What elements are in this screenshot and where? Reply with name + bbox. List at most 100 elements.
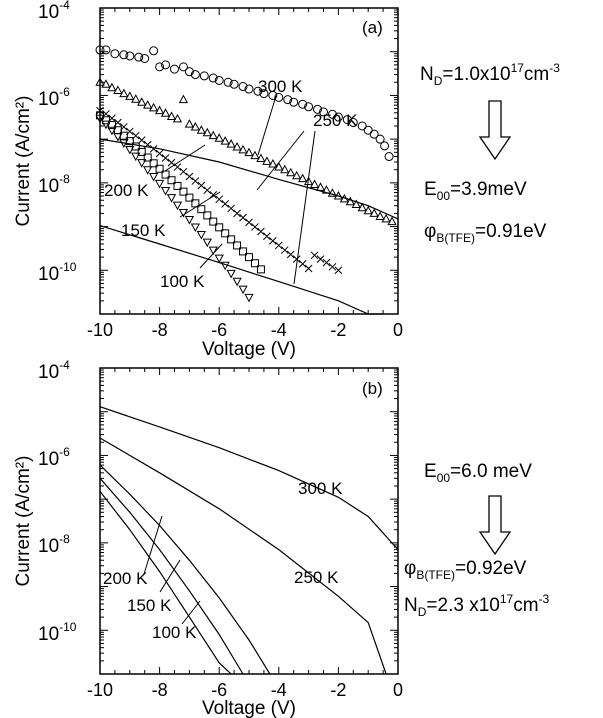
leader-250k-a-1: [256, 130, 305, 191]
marker-200k: [215, 195, 224, 204]
series-label-100k-a: 100 K: [160, 272, 205, 291]
tick-marks-b: [99, 368, 399, 675]
marker-300k: [178, 62, 188, 72]
y-tick-label-a-0: 10-4: [38, 0, 70, 23]
marker-200k: [280, 246, 289, 254]
panel-b: (b) 300 K 250 K 200 K 150 K 100 K 10-4 1…: [13, 358, 550, 718]
marker-250k: [256, 153, 266, 163]
marker-300k: [363, 125, 373, 135]
arrow-down-icon: [478, 495, 512, 556]
marker-150k: [101, 116, 110, 125]
leader-250k-a-2: [293, 130, 316, 285]
marker-300k: [244, 84, 254, 94]
marker-100k: [154, 179, 165, 189]
marker-250k: [148, 102, 159, 112]
fit-lines-a: [99, 138, 399, 315]
marker-200k: [161, 154, 170, 162]
marker-300k: [375, 134, 385, 144]
marker-200k: [185, 172, 194, 181]
marker-100k: [101, 120, 111, 130]
marker-250k: [166, 111, 177, 120]
marker-300k: [101, 45, 111, 55]
x-tick-label-a-4: -2: [330, 320, 346, 340]
marker-250k: [381, 213, 391, 223]
marker-150k: [137, 147, 146, 156]
panel-label-b: (b): [362, 379, 383, 398]
marker-200k: [328, 262, 337, 271]
marker-250k: [333, 190, 344, 200]
marker-200k: [233, 209, 241, 218]
marker-100k: [107, 126, 117, 136]
marker-250k: [113, 85, 123, 94]
marker-200k: [203, 186, 212, 195]
marker-250k: [131, 94, 141, 103]
marker-200k: [316, 255, 325, 263]
marker-100k: [113, 132, 123, 142]
marker-250k: [274, 161, 284, 171]
marker-100k: [208, 246, 218, 256]
series-label-250k-a: 250 K: [313, 111, 358, 130]
x-tick-label-a-0: -10: [87, 320, 113, 340]
label-leaders-a: [164, 95, 316, 285]
marker-100k: [172, 201, 183, 211]
marker-200k: [263, 232, 271, 241]
marker-200k: [137, 136, 146, 144]
marker-300k: [313, 104, 323, 114]
marker-100k: [148, 172, 159, 182]
y-tick-label-a-1: 10-6: [38, 85, 70, 110]
series-label-300k-b: 300 K: [298, 479, 343, 498]
tick-marks-a: [99, 8, 399, 315]
x-tick-label-b-5: 0: [393, 680, 403, 700]
marker-100k: [131, 152, 141, 162]
marker-250k: [119, 88, 129, 98]
x-tick-label-b-1: -8: [152, 680, 168, 700]
marker-100k: [178, 208, 189, 218]
marker-300k: [110, 49, 120, 59]
marker-250k: [154, 105, 165, 115]
x-tick-label-b-3: -4: [271, 680, 287, 700]
marker-300k: [380, 141, 390, 151]
x-tick-label-b-0: -10: [87, 680, 113, 700]
marker-300k: [283, 95, 293, 105]
marker-150k: [227, 235, 236, 244]
marker-150k: [233, 241, 242, 250]
marker-250k: [172, 113, 183, 123]
marker-250k: [369, 208, 379, 217]
label-leaders-b: [143, 515, 201, 625]
marker-200k: [179, 167, 188, 176]
marker-150k: [149, 159, 158, 168]
marker-200k: [245, 218, 253, 227]
marker-150k: [256, 265, 265, 274]
y-tick-label-a-3: 10-10: [38, 260, 77, 285]
marker-300k: [274, 92, 284, 102]
marker-300k: [134, 52, 144, 62]
x-axis-label-b: Voltage (V): [202, 698, 296, 718]
marker-250k: [160, 108, 171, 117]
annotation-phi-b: φB(TFE)=0.92eV: [404, 558, 527, 582]
marker-300k: [253, 86, 263, 96]
marker-300k: [208, 73, 218, 83]
marker-250k: [244, 147, 254, 157]
series-label-150k-a: 150 K: [121, 221, 166, 240]
marker-100k: [202, 238, 212, 248]
marker-300k: [149, 46, 159, 56]
marker-250k: [339, 193, 350, 203]
y-tick-label-b-0: 10-4: [38, 358, 70, 383]
leader-300k-a: [257, 95, 277, 156]
series-label-300k-a: 300 K: [258, 77, 303, 96]
marker-150k: [107, 121, 116, 130]
marker-200k: [251, 223, 259, 231]
leader-200k-b: [143, 515, 163, 575]
marker-300k: [342, 115, 352, 125]
panel-a: (a) 300 K 250 K 200 K 150 K 100 K 10-4 1…: [13, 0, 560, 360]
marker-100k: [220, 261, 230, 271]
marker-100k: [119, 139, 129, 148]
annotation-e00-a: E00=3.9meV: [424, 179, 527, 203]
marker-100k: [190, 223, 201, 233]
marker-250k: [125, 91, 135, 100]
marker-100k: [125, 145, 135, 155]
marker-300k: [161, 60, 171, 70]
marker-300k: [333, 112, 343, 122]
curve-200k: [99, 464, 271, 675]
marker-250k: [190, 121, 201, 131]
